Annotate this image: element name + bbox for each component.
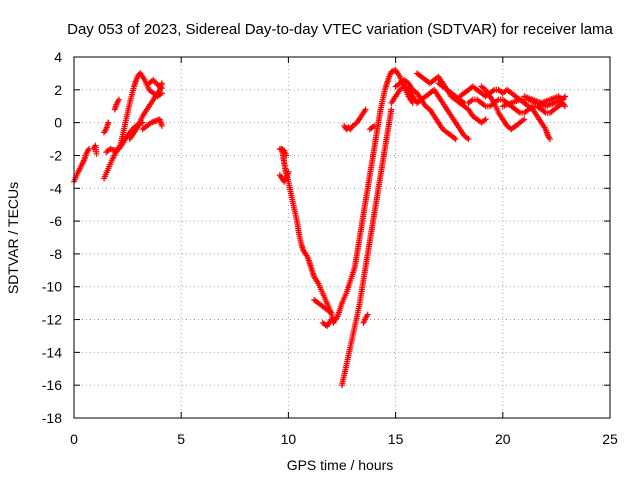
data-point: [105, 119, 112, 126]
plot-frame: [73, 56, 611, 419]
y-tick-label: -6: [50, 213, 63, 229]
x-tick-label: 15: [388, 431, 404, 447]
data-point: [362, 106, 369, 113]
y-tick-label: 2: [54, 82, 62, 98]
data-point: [158, 122, 165, 129]
y-tick-label: -14: [42, 344, 62, 360]
x-axis-label: GPS time / hours: [287, 457, 394, 473]
data-point: [328, 316, 335, 323]
data-point: [546, 136, 553, 143]
axis-ticks: 0 5 10 15 20 25 -18 -16 -14 -12 -10 -8 -6 -4 -2 0 2 4: [42, 49, 618, 447]
x-tick-label: 0: [70, 431, 78, 447]
data-point: [559, 96, 566, 103]
data-point: [93, 150, 100, 157]
data-point: [561, 103, 568, 110]
y-tick-label: -4: [50, 180, 63, 196]
data-point: [561, 93, 568, 100]
y-axis-label: SDTVAR / TECUs: [5, 182, 21, 294]
y-tick-label: -2: [50, 147, 63, 163]
data-point: [452, 136, 459, 143]
y-tick-label: 4: [54, 49, 62, 65]
y-tick-label: -18: [42, 410, 62, 426]
data-point: [328, 309, 335, 316]
data-point: [283, 152, 290, 159]
data-point: [364, 311, 371, 318]
x-tick-label: 25: [602, 431, 618, 447]
data-point: [158, 85, 165, 92]
data-point: [371, 122, 378, 129]
data-point: [482, 116, 489, 123]
x-tick-label: 20: [495, 431, 511, 447]
y-tick-label: 0: [54, 115, 62, 131]
data-point: [465, 136, 472, 143]
data-point: [388, 106, 395, 113]
chart-title: Day 053 of 2023, Sidereal Day-to-day VTE…: [67, 21, 613, 38]
y-tick-label: -16: [42, 377, 62, 393]
data-point: [285, 168, 292, 175]
data-points: [71, 67, 568, 389]
y-tick-label: -8: [50, 246, 63, 262]
x-tick-label: 5: [177, 431, 185, 447]
x-tick-label: 10: [281, 431, 297, 447]
y-tick-label: -10: [42, 279, 62, 295]
data-point: [521, 116, 528, 123]
y-tick-label: -12: [42, 312, 62, 328]
data-point: [116, 96, 123, 103]
